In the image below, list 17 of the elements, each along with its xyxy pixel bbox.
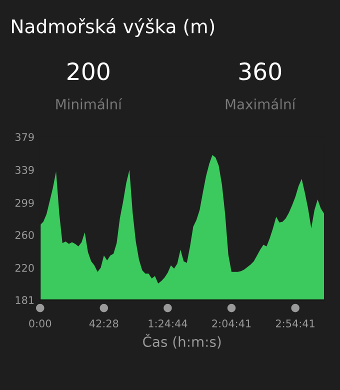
y-tick-label: 260 [15, 231, 34, 239]
y-tick-label: 339 [15, 166, 34, 174]
text: Minimální [56, 98, 122, 110]
x-axis-title: Čas (h:m:s) [143, 334, 221, 349]
y-tick-label: 181 [16, 296, 34, 304]
x-tick-label: 42:28 [89, 320, 118, 328]
text: 360 [239, 62, 282, 80]
y-tick-label: 220 [15, 264, 34, 272]
y-tick-label: 379 [15, 133, 34, 141]
chart-title: Nadmořská výška (m) [12, 18, 214, 38]
x-tick-label: 0:00 [29, 320, 52, 328]
x-tick-label: 2:54:41 [276, 320, 314, 328]
text: 200 [68, 62, 110, 80]
text: Maximální [226, 98, 296, 110]
x-tick-label: 2:04:41 [212, 320, 251, 328]
x-tick-label: 1:24:44 [148, 320, 188, 328]
y-tick-label: 299 [15, 198, 34, 207]
